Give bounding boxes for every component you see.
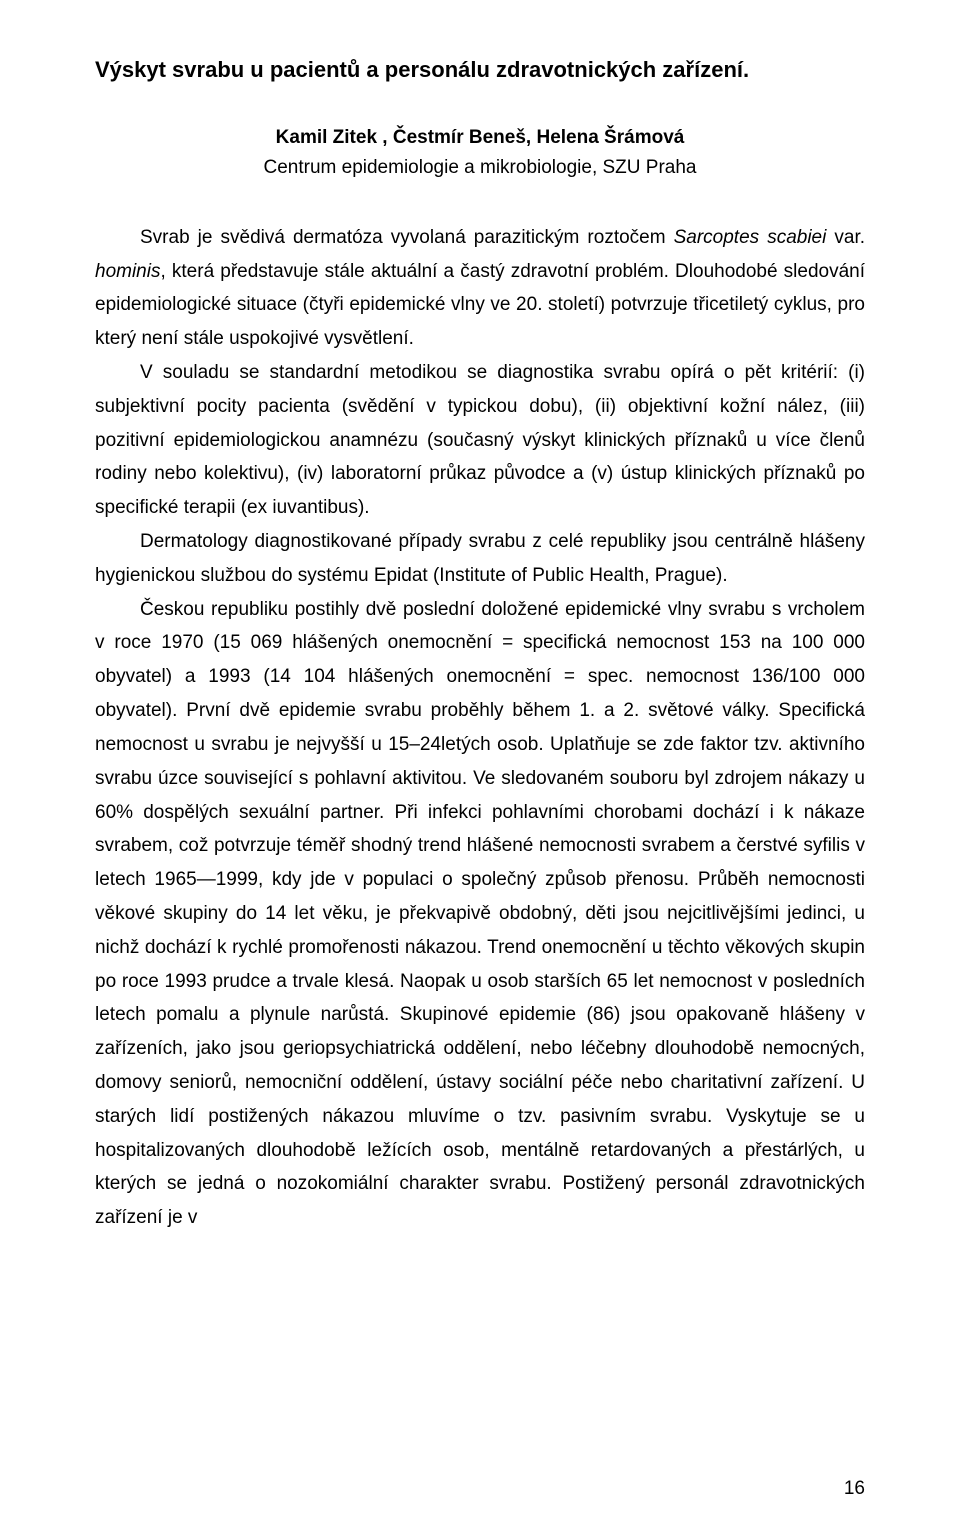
document-title: Výskyt svrabu u pacientů a personálu zdr… xyxy=(95,55,865,85)
para1-pre: Svrab je svědivá dermatóza vyvolaná para… xyxy=(140,227,674,248)
paragraph-3: Dermatology diagnostikované případy svra… xyxy=(95,525,865,593)
para1-italic-1: Sarcoptes scabiei xyxy=(674,227,827,248)
body-text: Svrab je svědivá dermatóza vyvolaná para… xyxy=(95,221,865,1235)
para1-mid1: var. xyxy=(826,227,865,248)
paragraph-4: Českou republiku postihly dvě poslední d… xyxy=(95,593,865,1235)
paragraph-2: V souladu se standardní metodikou se dia… xyxy=(95,356,865,525)
authors-line: Kamil Zitek , Čestmír Beneš, Helena Šrám… xyxy=(95,127,865,149)
paragraph-1: Svrab je svědivá dermatóza vyvolaná para… xyxy=(95,221,865,356)
para1-post: , která představuje stále aktuální a čas… xyxy=(95,261,865,350)
para1-italic-2: hominis xyxy=(95,261,160,282)
page-number: 16 xyxy=(844,1478,865,1500)
affiliation-line: Centrum epidemiologie a mikrobiologie, S… xyxy=(95,157,865,179)
